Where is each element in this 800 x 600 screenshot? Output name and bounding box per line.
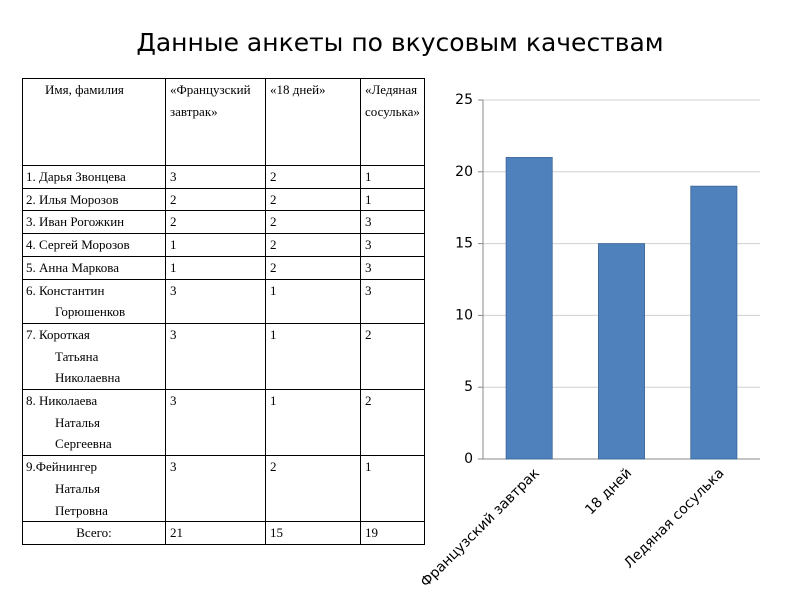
- y-tick-label: 15: [455, 236, 473, 252]
- table-cell: 2: [265, 455, 361, 523]
- table-row: 5. Анна Маркова 1 2 3: [22, 255, 425, 280]
- table-cell: 5. Анна Маркова: [22, 255, 166, 280]
- table-cell: 8. Николаева Наталья Сергеевна: [22, 389, 166, 457]
- table-cell: «Ледяная сосулька»: [360, 78, 425, 166]
- table-cell: 1. Дарья Звонцева: [22, 165, 166, 189]
- table-row: 6. Константин Горюшенков 3 1 3: [22, 278, 425, 324]
- table-cell: 3: [165, 278, 266, 324]
- table-cell: 6. Константин Горюшенков: [22, 278, 166, 324]
- table-row: 7. Короткая Татьяна Николаевна 3 1 2: [22, 322, 425, 391]
- table-cell: 19: [360, 521, 425, 545]
- table-cell: 9.Фейнингер Наталья Петровна: [22, 455, 166, 523]
- bar: [690, 185, 738, 460]
- table-cell: 1: [265, 322, 361, 391]
- table-cell: 2: [360, 389, 425, 457]
- table-row: 1. Дарья Звонцева 3 2 1: [22, 165, 425, 189]
- table-cell: 3: [165, 455, 266, 523]
- survey-table: Имя, фамилия «Французский завтрак» «18 дне…: [22, 78, 425, 545]
- table-cell: 15: [265, 521, 361, 545]
- table-row: 9.Фейнингер Наталья Петровна 3 2 1: [22, 455, 425, 523]
- table-cell: 7. Короткая Татьяна Николаевна: [22, 322, 166, 391]
- table-cell: 1: [360, 187, 425, 212]
- table-row: Имя, фамилия «Французский завтрак» «18 дне…: [22, 78, 425, 166]
- table-cell: 4. Сергей Морозов: [22, 233, 166, 257]
- x-tick-label: 18 дней: [582, 465, 635, 518]
- table-row: 2. Илья Морозов 2 2 1: [22, 187, 425, 212]
- table-cell: Имя, фамилия: [22, 78, 166, 166]
- slide-title: Данные анкеты по вкусовым качествам: [136, 28, 664, 57]
- table-cell: 1: [265, 278, 361, 324]
- table-cell: 3: [360, 278, 425, 324]
- table-row: Всего: 21 15 19: [22, 521, 425, 545]
- table-cell: 3. Иван Рогожкин: [22, 210, 166, 235]
- bar: [598, 243, 645, 460]
- bar: [505, 157, 553, 460]
- table-cell: «18 дней»: [265, 78, 361, 166]
- y-tick-label: 5: [464, 379, 473, 395]
- y-tick-label: 25: [455, 92, 473, 108]
- y-tick-label: 10: [455, 307, 473, 323]
- table-cell: 3: [165, 322, 266, 391]
- table-cell: 1: [360, 455, 425, 523]
- y-tick-label: 0: [464, 451, 473, 467]
- y-tick-label: 20: [455, 164, 473, 180]
- table-row: 4. Сергей Морозов 1 2 3: [22, 233, 425, 257]
- x-tick-label: Ледяная сосулька: [621, 465, 727, 571]
- x-tick-label: Французский завтрак: [418, 465, 543, 590]
- table-cell: 2: [360, 322, 425, 391]
- table-cell: 2. Илья Морозов: [22, 187, 166, 212]
- table-cell: Всего:: [22, 521, 166, 545]
